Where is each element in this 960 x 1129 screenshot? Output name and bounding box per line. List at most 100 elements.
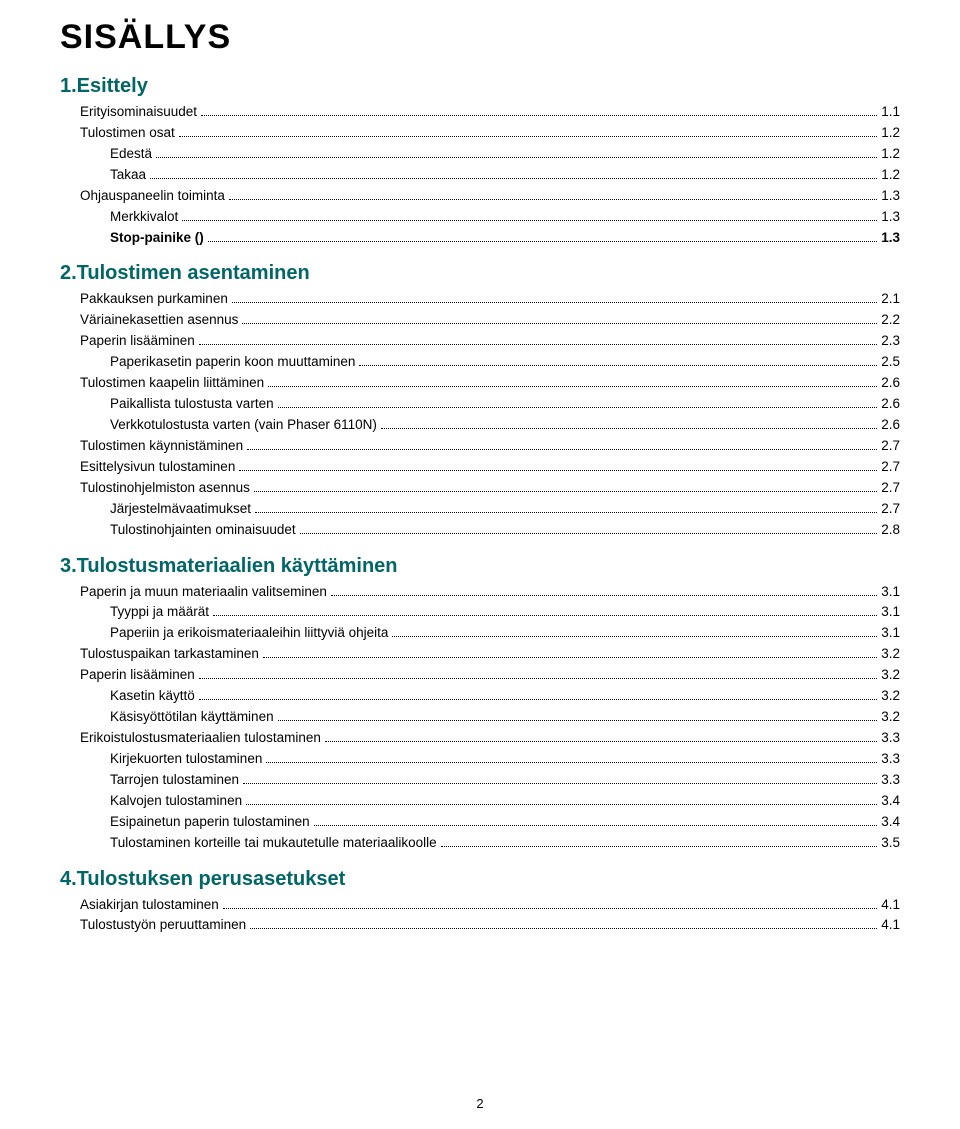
- toc-row: Esipainetun paperin tulostaminen 3.4: [60, 812, 900, 833]
- leader-dots: [325, 741, 877, 742]
- leader-dots: [199, 344, 877, 345]
- toc-page-number: 2.3: [881, 331, 900, 352]
- toc-label: Järjestelmävaatimukset: [110, 499, 251, 520]
- toc-page-number: 4.1: [881, 915, 900, 936]
- toc-page-number: 1.3: [881, 186, 900, 207]
- leader-dots: [182, 220, 877, 221]
- page-title: SISÄLLYS: [60, 18, 900, 57]
- section-entries: Paperin ja muun materiaalin valitseminen…: [60, 582, 900, 854]
- section-heading: 1.Esittely: [60, 75, 900, 98]
- toc-page-number: 2.8: [881, 520, 900, 541]
- toc-label: Esipainetun paperin tulostaminen: [110, 812, 310, 833]
- leader-dots: [246, 804, 877, 805]
- leader-dots: [250, 928, 877, 929]
- toc-row: Tyyppi ja määrät 3.1: [60, 602, 900, 623]
- toc-label: Tulostimen kaapelin liittäminen: [80, 373, 264, 394]
- toc-label: Kirjekuorten tulostaminen: [110, 749, 262, 770]
- toc-page-number: 1.2: [881, 165, 900, 186]
- leader-dots: [300, 533, 878, 534]
- leader-dots: [268, 386, 877, 387]
- toc-page-number: 2.5: [881, 352, 900, 373]
- leader-dots: [208, 241, 877, 242]
- toc-label: Tulostinohjainten ominaisuudet: [110, 520, 296, 541]
- toc-label: Tulostinohjelmiston asennus: [80, 478, 250, 499]
- section-heading: 3.Tulostusmateriaalien käyttäminen: [60, 555, 900, 578]
- section-entries: Asiakirjan tulostaminen4.1Tulostustyön p…: [60, 895, 900, 937]
- toc-page-number: 1.2: [881, 144, 900, 165]
- leader-dots: [392, 636, 877, 637]
- toc-row: Kasetin käyttö3.2: [60, 686, 900, 707]
- toc-row: Esittelysivun tulostaminen 2.7: [60, 457, 900, 478]
- toc-page-number: 3.3: [881, 749, 900, 770]
- leader-dots: [278, 407, 878, 408]
- leader-dots: [331, 595, 877, 596]
- toc-row: Tulostuspaikan tarkastaminen3.2: [60, 644, 900, 665]
- leader-dots: [263, 657, 877, 658]
- toc-label: Esittelysivun tulostaminen: [80, 457, 235, 478]
- toc-row: Erityisominaisuudet1.1: [60, 102, 900, 123]
- leader-dots: [239, 470, 877, 471]
- toc-row: Verkkotulostusta varten (vain Phaser 611…: [60, 415, 900, 436]
- toc-label: Tulostuspaikan tarkastaminen: [80, 644, 259, 665]
- leader-dots: [381, 428, 877, 429]
- toc-page-number: 2.6: [881, 415, 900, 436]
- toc-row: Tulostaminen korteille tai mukautetulle …: [60, 833, 900, 854]
- toc-label: Verkkotulostusta varten (vain Phaser 611…: [110, 415, 377, 436]
- leader-dots: [314, 825, 878, 826]
- leader-dots: [242, 323, 877, 324]
- section-entries: Erityisominaisuudet1.1Tulostimen osat1.2…: [60, 102, 900, 248]
- toc-label: Tyyppi ja määrät: [110, 602, 209, 623]
- toc-page-number: 3.1: [881, 582, 900, 603]
- toc-label: Paperin lisääminen: [80, 331, 195, 352]
- toc-label: Paikallista tulostusta varten: [110, 394, 274, 415]
- toc-row: Erikoistulostusmateriaalien tulostaminen…: [60, 728, 900, 749]
- leader-dots: [232, 302, 877, 303]
- leader-dots: [156, 157, 877, 158]
- toc-row: Paperin lisääminen 2.3: [60, 331, 900, 352]
- leader-dots: [213, 615, 877, 616]
- leader-dots: [359, 365, 877, 366]
- document-page: SISÄLLYS 1.EsittelyErityisominaisuudet1.…: [0, 0, 960, 1129]
- toc-page-number: 3.2: [881, 665, 900, 686]
- toc-label: Paperin lisääminen: [80, 665, 195, 686]
- leader-dots: [229, 199, 877, 200]
- toc-row: Paperin lisääminen 3.2: [60, 665, 900, 686]
- toc-row: Tulostinohjainten ominaisuudet 2.8: [60, 520, 900, 541]
- toc-row: Merkkivalot 1.3: [60, 207, 900, 228]
- toc-page-number: 2.6: [881, 394, 900, 415]
- toc-page-number: 2.7: [881, 499, 900, 520]
- leader-dots: [441, 846, 878, 847]
- toc-row: Stop-painike ()1.3: [60, 228, 900, 249]
- toc-label: Paperiin ja erikoismateriaaleihin liitty…: [110, 623, 388, 644]
- toc-row: Tulostimen käynnistäminen2.7: [60, 436, 900, 457]
- toc-page-number: 3.1: [881, 602, 900, 623]
- toc-row: Ohjauspaneelin toiminta 1.3: [60, 186, 900, 207]
- toc-row: Pakkauksen purkaminen2.1: [60, 289, 900, 310]
- table-of-contents: 1.EsittelyErityisominaisuudet1.1Tulostim…: [60, 75, 900, 936]
- toc-page-number: 3.5: [881, 833, 900, 854]
- toc-page-number: 3.2: [881, 686, 900, 707]
- toc-page-number: 3.4: [881, 812, 900, 833]
- toc-row: Käsisyöttötilan käyttäminen3.2: [60, 707, 900, 728]
- toc-label: Ohjauspaneelin toiminta: [80, 186, 225, 207]
- toc-label: Tarrojen tulostaminen: [110, 770, 239, 791]
- toc-row: Tulostustyön peruuttaminen4.1: [60, 915, 900, 936]
- toc-row: Tulostimen osat1.2: [60, 123, 900, 144]
- toc-page-number: 3.1: [881, 623, 900, 644]
- toc-page-number: 2.2: [881, 310, 900, 331]
- toc-label: Merkkivalot: [110, 207, 178, 228]
- leader-dots: [199, 699, 877, 700]
- toc-label: Stop-painike (): [110, 228, 204, 249]
- toc-page-number: 2.7: [881, 478, 900, 499]
- toc-label: Erityisominaisuudet: [80, 102, 197, 123]
- toc-row: Paikallista tulostusta varten 2.6: [60, 394, 900, 415]
- leader-dots: [243, 783, 877, 784]
- toc-page-number: 3.3: [881, 770, 900, 791]
- toc-label: Kalvojen tulostaminen: [110, 791, 242, 812]
- toc-row: Tulostimen kaapelin liittäminen2.6: [60, 373, 900, 394]
- toc-page-number: 1.3: [881, 207, 900, 228]
- toc-page-number: 2.7: [881, 457, 900, 478]
- leader-dots: [254, 491, 877, 492]
- leader-dots: [179, 136, 877, 137]
- toc-page-number: 4.1: [881, 895, 900, 916]
